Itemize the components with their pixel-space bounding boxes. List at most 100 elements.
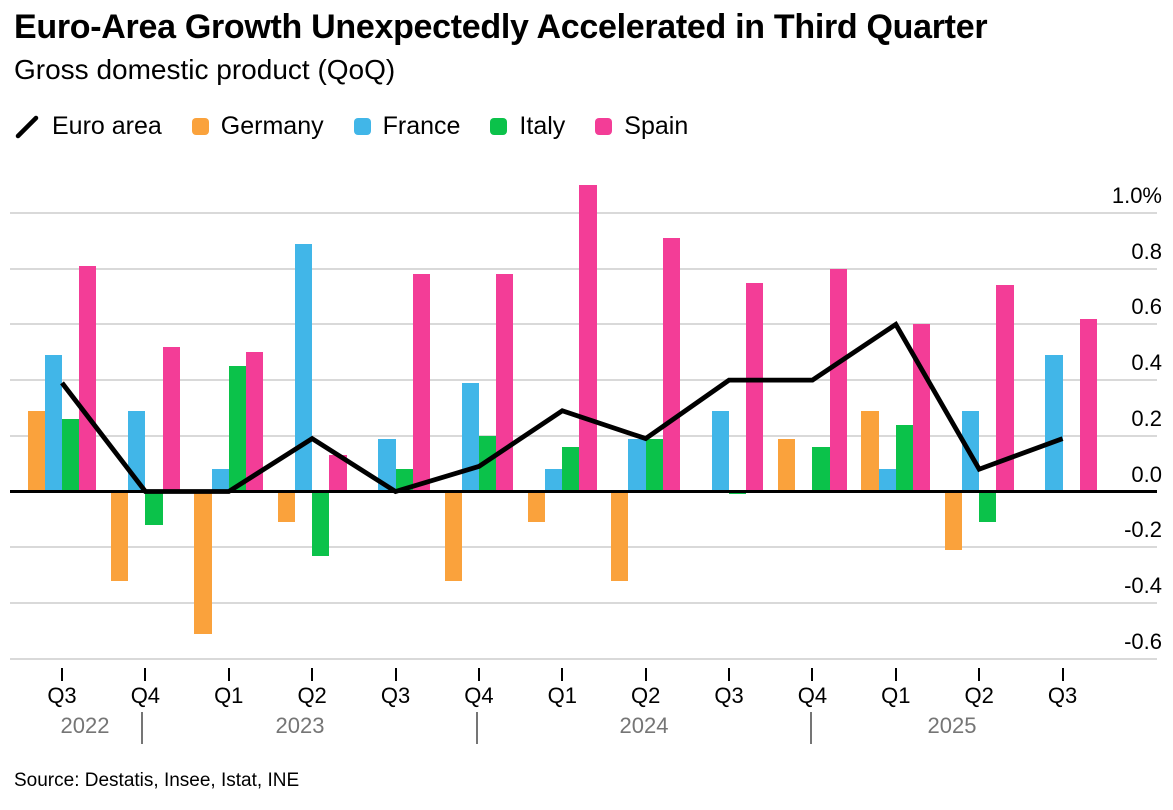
- year-divider-3: [810, 712, 812, 744]
- source-note: Source: Destatis, Insee, Istat, INE: [14, 770, 300, 791]
- x-tick-q1-2025: [894, 668, 897, 681]
- legend-swatch-italy: [490, 118, 508, 135]
- bar-spain-q2-2025: [996, 285, 1014, 492]
- y-axis-label-0.2: 0.2: [1131, 405, 1162, 431]
- bar-france-q1-2024: [545, 469, 563, 492]
- x-axis-label-q1-2023: Q1: [214, 683, 244, 708]
- bar-germany-q3-2022: [27, 410, 45, 492]
- legend-label-euro-area: Euro area: [52, 112, 162, 140]
- bar-italy-q4-2024: [812, 446, 830, 492]
- legend-swatch-germany: [191, 118, 209, 135]
- x-tick-q3-2024: [728, 668, 731, 681]
- x-axis-label-q1-2025: Q1: [881, 683, 911, 708]
- bar-spain-q1-2023: [245, 352, 264, 492]
- legend-swatch-france: [353, 118, 371, 135]
- bar-france-q4-2022: [128, 410, 146, 492]
- bar-france-q2-2023: [294, 243, 313, 492]
- x-tick-q3-2025: [1061, 668, 1064, 681]
- legend: Euro area Germany France Italy Spain: [14, 112, 688, 141]
- chart-subtitle: Gross domestic product (QoQ): [14, 54, 396, 85]
- bar-spain-q4-2024: [829, 268, 847, 492]
- x-tick-q2-2025: [978, 668, 981, 681]
- x-tick-q2-2024: [644, 668, 647, 681]
- bar-spain-q3-2025: [1079, 318, 1097, 492]
- x-tick-q4-2024: [811, 668, 814, 681]
- bar-italy-q3-2023: [395, 469, 413, 492]
- x-axis-label-q3-2025: Q3: [1047, 683, 1078, 708]
- bar-germany-q4-2022: [110, 491, 129, 581]
- bar-spain-q1-2025: [913, 324, 931, 492]
- bar-spain-q2-2024: [662, 238, 681, 492]
- bar-france-q1-2025: [878, 469, 896, 492]
- legend-label-italy: Italy: [519, 112, 566, 140]
- y-axis-label-0.6: 0.6: [1131, 294, 1162, 320]
- zero-axis-line: [10, 490, 1157, 493]
- bar-italy-q1-2025: [895, 424, 913, 492]
- legend-swatch-spain: [595, 118, 613, 135]
- gridline--0.6: [10, 657, 1157, 660]
- bar-germany-q4-2023: [444, 491, 462, 581]
- x-tick-q3-2023: [394, 668, 397, 681]
- x-tick-q1-2023: [227, 668, 230, 681]
- bar-france-q3-2025: [1045, 355, 1063, 492]
- legend-label-spain: Spain: [624, 112, 689, 140]
- bar-france-q2-2025: [961, 410, 980, 492]
- bar-spain-q3-2022: [79, 265, 97, 492]
- y-axis-label--0.6: -0.6: [1124, 628, 1162, 654]
- bar-france-q3-2024: [711, 410, 730, 492]
- year-label-2023: 2023: [275, 713, 325, 738]
- x-axis-label-q3-2022: Q3: [47, 683, 77, 708]
- bar-germany-q4-2024: [778, 438, 796, 492]
- gridline--0.2: [10, 546, 1157, 549]
- bar-france-q1-2023: [211, 469, 229, 492]
- bar-france-q4-2023: [461, 382, 479, 492]
- legend-item-euro-area: Euro area: [14, 112, 162, 141]
- year-divider-1: [141, 712, 143, 744]
- legend-item-spain: Spain: [595, 112, 688, 141]
- legend-item-italy: Italy: [490, 112, 565, 141]
- year-divider-2: [476, 712, 478, 744]
- y-axis-label-0.4: 0.4: [1131, 350, 1162, 376]
- bar-spain-q4-2022: [162, 346, 180, 492]
- x-tick-q2-2023: [311, 668, 314, 681]
- bar-italy-q2-2024: [645, 438, 663, 492]
- y-axis-label--0.4: -0.4: [1124, 572, 1162, 598]
- bar-spain-q1-2024: [579, 185, 597, 492]
- x-axis-label-q3-2023: Q3: [380, 683, 411, 708]
- y-axis-label-0.0: 0.0: [1131, 461, 1162, 487]
- bar-germany-q1-2024: [527, 491, 546, 523]
- bar-italy-q3-2022: [62, 419, 80, 492]
- x-axis-label-q2-2025: Q2: [964, 683, 994, 708]
- x-tick-q1-2024: [561, 668, 564, 681]
- year-label-2024: 2024: [619, 713, 669, 738]
- year-label-2022: 2022: [60, 713, 110, 738]
- bar-italy-q1-2023: [228, 366, 246, 492]
- x-axis-label-q2-2023: Q2: [297, 683, 327, 708]
- bar-germany-q2-2024: [611, 491, 629, 581]
- x-axis-label-q4-2024: Q4: [797, 683, 828, 708]
- bar-spain-q3-2023: [412, 274, 430, 492]
- bar-germany-q1-2023: [194, 491, 212, 634]
- x-tick-q4-2022: [144, 668, 147, 681]
- y-axis-label-1.0%: 1.0%: [1111, 183, 1162, 208]
- x-axis-label-q2-2024: Q2: [630, 683, 661, 708]
- legend-item-germany: Germany: [191, 112, 324, 141]
- bar-italy-q1-2024: [562, 446, 580, 492]
- bar-germany-q1-2025: [861, 410, 879, 492]
- x-axis-label-q1-2024: Q1: [547, 683, 577, 708]
- euro-area-line-icon: [15, 115, 39, 138]
- bar-spain-q4-2023: [496, 274, 514, 492]
- bar-spain-q2-2023: [329, 455, 347, 492]
- bar-germany-q2-2023: [277, 491, 295, 523]
- y-axis-label-0.8: 0.8: [1131, 238, 1162, 264]
- chart-title: Euro-Area Growth Unexpectedly Accelerate…: [14, 8, 988, 46]
- x-axis-label-q3-2024: Q3: [714, 683, 744, 708]
- bar-italy-q2-2025: [979, 491, 997, 523]
- x-axis-label-q4-2023: Q4: [464, 683, 494, 708]
- legend-label-france: France: [382, 112, 461, 140]
- bar-germany-q2-2025: [944, 491, 962, 550]
- bar-france-q3-2022: [44, 355, 62, 492]
- x-tick-q4-2023: [477, 668, 480, 681]
